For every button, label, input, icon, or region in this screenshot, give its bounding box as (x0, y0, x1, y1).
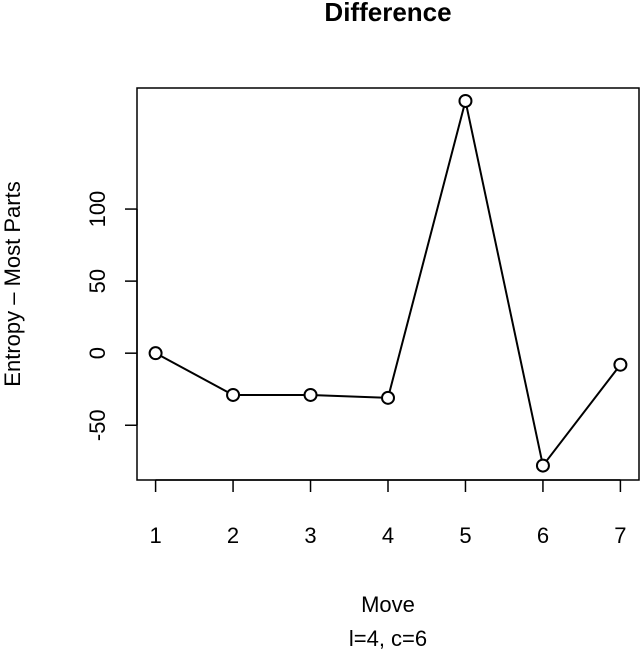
x-tick-label: 1 (149, 523, 161, 548)
subtitle: l=4, c=6 (349, 626, 427, 651)
x-tick-label: 7 (614, 523, 626, 548)
x-tick-label: 4 (382, 523, 394, 548)
data-point (303, 387, 318, 402)
data-point (226, 387, 241, 402)
data-point (613, 357, 628, 372)
x-tick-label: 5 (459, 523, 471, 548)
x-tick-label: 6 (537, 523, 549, 548)
y-axis-title: Entropy – Most Parts (0, 181, 25, 386)
data-point (458, 93, 473, 108)
data-point (381, 390, 395, 405)
y-tick-label: 100 (85, 191, 110, 228)
data-point (535, 458, 550, 473)
chart-title: Difference (324, 0, 451, 27)
data-line (155, 100, 622, 468)
plot-box (136, 87, 640, 481)
y-tick-label: -50 (85, 409, 110, 441)
y-tick-label: 0 (85, 347, 110, 359)
x-axis-title: Move (361, 592, 415, 617)
data-point (148, 346, 163, 361)
x-tick-label: 2 (227, 523, 239, 548)
y-tick-label: 50 (85, 269, 110, 293)
x-tick-label: 3 (304, 523, 316, 548)
